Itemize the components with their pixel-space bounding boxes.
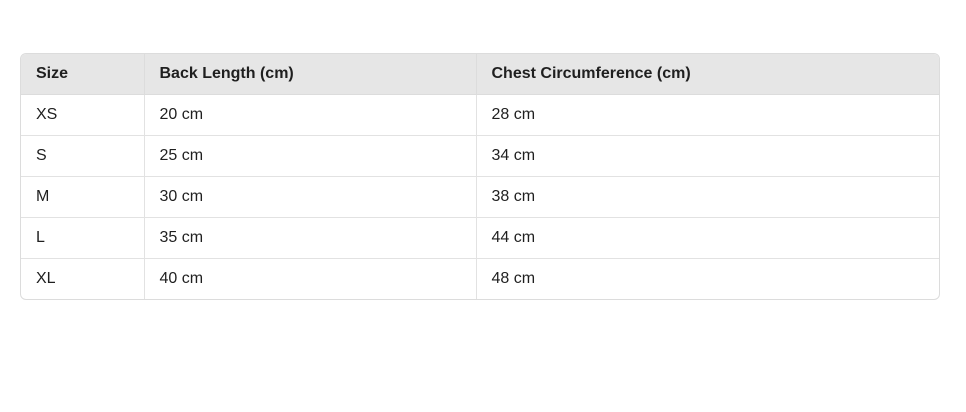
header-row: Size Back Length (cm) Chest Circumferenc… (21, 54, 939, 95)
size-cell: M (21, 176, 145, 218)
table-row: L 35 cm 44 cm (21, 217, 939, 259)
chest-circumference-cell: 38 cm (476, 176, 939, 218)
table-header: Size Back Length (cm) Chest Circumferenc… (21, 54, 939, 95)
size-table: Size Back Length (cm) Chest Circumferenc… (21, 54, 939, 299)
size-cell: XL (21, 258, 145, 299)
table-row: XL 40 cm 48 cm (21, 258, 939, 299)
table-row: S 25 cm 34 cm (21, 135, 939, 177)
table-row: M 30 cm 38 cm (21, 176, 939, 218)
size-cell: S (21, 135, 145, 177)
chest-circumference-cell: 34 cm (476, 135, 939, 177)
column-header-size: Size (21, 54, 145, 95)
column-header-back-length: Back Length (cm) (144, 54, 477, 95)
chest-circumference-cell: 48 cm (491, 269, 536, 287)
table-row: XS 20 cm 28 cm (21, 94, 939, 136)
size-chart-table: Size Back Length (cm) Chest Circumferenc… (20, 53, 940, 300)
back-length-cell: 25 cm (144, 135, 477, 177)
back-length-cell: 35 cm (144, 217, 477, 259)
back-length-cell: 30 cm (144, 176, 477, 218)
chest-circumference-cell: 44 cm (476, 217, 939, 259)
back-length-cell: 40 cm (144, 258, 477, 299)
chest-circumference-cell: 28 cm (476, 94, 939, 136)
size-cell: XS (21, 94, 145, 136)
back-length-cell: 20 cm (144, 94, 477, 136)
table-body: XS 20 cm 28 cm S 25 cm 34 cm M 30 cm 38 … (21, 94, 939, 299)
size-cell: L (21, 217, 145, 259)
column-header-chest-circumference: Chest Circumference (cm) (476, 54, 939, 95)
